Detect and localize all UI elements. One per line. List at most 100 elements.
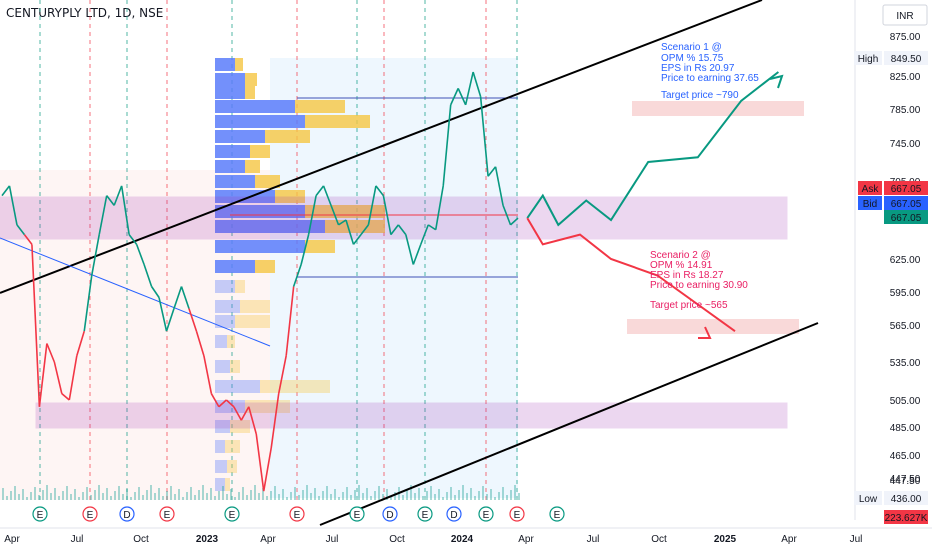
volume-bar (390, 497, 392, 500)
volume-profile-bar (305, 240, 335, 253)
event-marker[interactable] (32, 506, 48, 522)
volume-bar (442, 497, 444, 500)
time-tick-label: Apr (4, 534, 20, 545)
volume-bar (18, 494, 20, 500)
high-value-bg (884, 51, 928, 65)
price-segment (210, 393, 220, 408)
volume-bar (50, 493, 52, 500)
volume-bar (434, 494, 436, 500)
volume-profile-bar (215, 315, 235, 328)
volume-bar (166, 491, 168, 500)
volume-bar (10, 491, 12, 500)
event-marker[interactable] (382, 506, 398, 522)
volume-profile-bar (235, 280, 245, 293)
volume-bar (498, 492, 500, 500)
price-segment (203, 355, 213, 394)
volume-bar (426, 491, 428, 500)
volume-bar (38, 495, 40, 500)
volume-bar (402, 495, 404, 500)
price-segment (420, 224, 430, 245)
bid-value: 667.05 (891, 199, 922, 210)
volume-bar (94, 490, 96, 500)
channel-lower (319, 322, 819, 526)
price-segment (98, 195, 108, 235)
volume-profile-bar (215, 115, 305, 128)
price-tick-label: 485.00 (890, 423, 921, 434)
price-segment (270, 393, 280, 449)
volume-bar (506, 495, 508, 500)
volume-profile-bar (215, 145, 250, 158)
volume-bar (298, 495, 300, 500)
event-marker-label: E (554, 510, 561, 521)
time-tick-label: 2023 (196, 534, 219, 545)
event-marker[interactable] (549, 506, 565, 522)
event-marker[interactable] (159, 506, 175, 522)
price-segment (494, 166, 504, 206)
volume-bar (490, 489, 492, 500)
price-segment (285, 286, 295, 356)
ask-value: 667.05 (891, 184, 922, 195)
volume-bar (342, 492, 344, 500)
price-segment (345, 219, 355, 245)
price-segment (173, 286, 183, 309)
volume-bar (34, 487, 36, 500)
time-tick-label: Oct (133, 534, 149, 545)
volume-bar (42, 490, 44, 500)
volume-profile-bar (215, 100, 295, 113)
event-marker[interactable] (119, 506, 135, 522)
event-marker[interactable] (509, 506, 525, 522)
price-segment (315, 185, 325, 197)
volume-bar (182, 497, 184, 500)
event-marker[interactable] (289, 506, 305, 522)
price-tick-label: 565.00 (890, 321, 921, 332)
event-marker[interactable] (224, 506, 240, 522)
price-segment (360, 224, 370, 236)
volume-profile-bar (215, 380, 260, 393)
volume-bar (14, 486, 16, 500)
chart-title: CENTURYPLY LTD, 1D, NSE (6, 6, 164, 20)
volume-bar (438, 489, 440, 500)
volume-profile-bar (215, 73, 245, 86)
event-marker-label: E (87, 510, 94, 521)
price-segment (382, 195, 392, 235)
volume-bar (206, 493, 208, 500)
price-tick-label: 625.00 (890, 255, 921, 266)
event-marker[interactable] (446, 506, 462, 522)
event-marker[interactable] (349, 506, 365, 522)
currency-selector[interactable] (882, 4, 928, 26)
price-segment (464, 71, 474, 106)
target-zone-1 (632, 101, 804, 116)
volume-bar (358, 485, 360, 500)
price-segment (53, 361, 63, 394)
price-axis-bg (855, 0, 932, 520)
volume-bar (334, 489, 336, 500)
volume-profile-bar (215, 220, 325, 233)
volume-bar (258, 493, 260, 500)
volume-profile-bar (215, 175, 255, 188)
price-segment (143, 264, 153, 287)
price-segment (38, 343, 48, 407)
event-marker[interactable] (478, 506, 494, 522)
ask-label-bg (858, 181, 882, 195)
event-marker-label: D (123, 510, 130, 521)
event-marker[interactable] (82, 506, 98, 522)
volume-value: 223.627K (885, 513, 928, 524)
low-value-bg (884, 491, 928, 505)
price-segment (248, 406, 258, 435)
currency-label: INR (896, 11, 913, 22)
event-marker-label: E (422, 510, 429, 521)
volume-bar (234, 497, 236, 500)
volume-profile-bar (245, 86, 255, 99)
event-marker[interactable] (417, 506, 433, 522)
arrow-head-bear (698, 326, 712, 339)
volume-profile-bar (245, 73, 257, 86)
volume-bar (454, 495, 456, 500)
event-marker-label: E (483, 510, 490, 521)
volume-bar (254, 485, 256, 500)
low-value: 436.00 (891, 494, 922, 505)
annotation-text: Scenario 2 @ (650, 250, 711, 261)
support-zone-upper (0, 196, 788, 240)
price-tick-label: 825.00 (890, 72, 921, 83)
target-zone-2 (627, 319, 799, 334)
